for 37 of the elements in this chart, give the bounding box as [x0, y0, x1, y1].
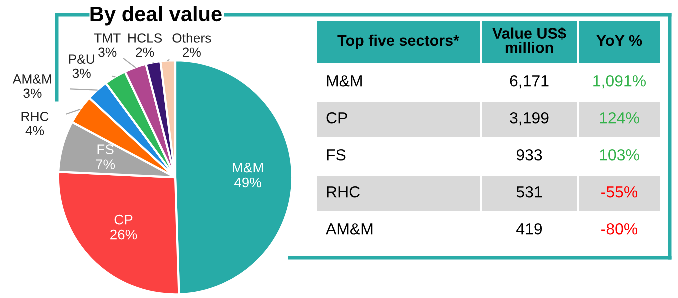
text: 124%: [600, 112, 640, 124]
slice-label: CP: [114, 214, 133, 225]
data-label: 3%: [24, 88, 42, 98]
slice-label: FS: [98, 144, 114, 155]
slice-label: TMT: [94, 34, 121, 43]
text: 6,171: [510, 75, 549, 89]
slice-label: HCLS: [128, 34, 162, 43]
text: 103%: [600, 149, 640, 161]
text: 1,091%: [594, 75, 646, 89]
text: 933: [516, 149, 542, 161]
text: -80%: [602, 223, 638, 235]
text: AM&M: [326, 224, 373, 235]
text: Value US$ million: [492, 27, 566, 54]
data-label: 2%: [136, 48, 154, 58]
data-label: 3%: [72, 68, 91, 78]
chart-title: By deal value: [90, 6, 222, 26]
text: 3,199: [510, 112, 549, 126]
data-label: 7%: [96, 160, 116, 170]
data-label: 4%: [26, 126, 44, 136]
text: RHC: [327, 186, 360, 198]
text: M&M: [327, 76, 362, 87]
data-label: 3%: [98, 48, 117, 58]
text: FS: [327, 149, 346, 161]
slice-label: AM&M: [12, 74, 52, 84]
text: Top five sectors*: [338, 34, 460, 50]
text: YoY %: [596, 35, 642, 46]
text: 531: [516, 186, 542, 198]
slice-label: RHC: [22, 112, 49, 122]
data-label: 26%: [110, 230, 138, 240]
data-label: 49%: [234, 178, 262, 188]
slice-label: M&M: [233, 162, 264, 173]
slice-label: Others: [172, 33, 212, 43]
slice-label: P&U: [69, 54, 94, 64]
text: CP: [326, 112, 348, 124]
text: -55%: [602, 186, 638, 198]
text: 419: [516, 223, 542, 235]
data-label: 2%: [183, 48, 201, 58]
